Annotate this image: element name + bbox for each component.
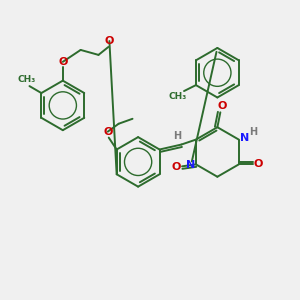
Text: H: H xyxy=(173,130,181,141)
Text: N: N xyxy=(240,133,249,142)
Text: N: N xyxy=(186,160,196,170)
Text: O: O xyxy=(103,127,112,137)
Text: O: O xyxy=(105,36,114,46)
Text: O: O xyxy=(58,57,68,67)
Text: O: O xyxy=(218,101,227,111)
Text: H: H xyxy=(249,127,257,137)
Text: CH₃: CH₃ xyxy=(169,92,187,100)
Text: CH₃: CH₃ xyxy=(17,75,36,84)
Text: O: O xyxy=(254,159,263,170)
Text: O: O xyxy=(171,162,181,172)
